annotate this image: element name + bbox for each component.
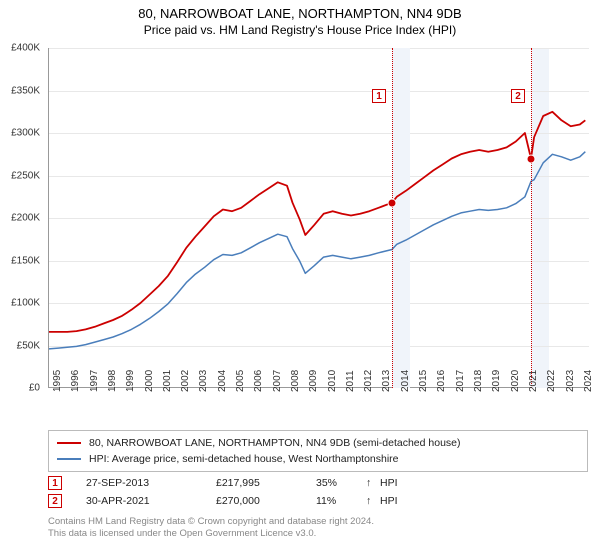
- sale-pct: 35%: [316, 477, 366, 489]
- legend-label: 80, NARROWBOAT LANE, NORTHAMPTON, NN4 9D…: [89, 437, 461, 449]
- x-tick-label: 2008: [290, 370, 301, 392]
- sale-row: 1 27-SEP-2013 £217,995 35% ↑ HPI: [48, 474, 588, 492]
- x-tick-label: 2013: [381, 370, 392, 392]
- sales-table: 1 27-SEP-2013 £217,995 35% ↑ HPI 2 30-AP…: [48, 474, 588, 510]
- sale-price: £217,995: [216, 477, 316, 489]
- line-svg: [49, 48, 589, 388]
- x-tick-label: 1996: [70, 370, 81, 392]
- y-tick-label: £0: [29, 383, 40, 394]
- x-tick-label: 2004: [217, 370, 228, 392]
- sale-date: 30-APR-2021: [86, 495, 216, 507]
- sale-dot: [526, 154, 535, 163]
- chart-subtitle: Price paid vs. HM Land Registry's House …: [0, 23, 600, 37]
- x-tick-label: 1998: [107, 370, 118, 392]
- sale-date: 27-SEP-2013: [86, 477, 216, 489]
- legend-item-property: 80, NARROWBOAT LANE, NORTHAMPTON, NN4 9D…: [57, 435, 579, 451]
- x-tick-label: 2009: [308, 370, 319, 392]
- x-tick-label: 2000: [144, 370, 155, 392]
- x-tick-label: 2011: [345, 370, 356, 392]
- chart-area: 12 £0£50K£100K£150K£200K£250K£300K£350K£…: [48, 48, 588, 388]
- sale-vline: [392, 48, 393, 388]
- y-tick-label: £200K: [11, 213, 40, 224]
- x-tick-label: 2002: [180, 370, 191, 392]
- series-hpi: [49, 152, 585, 349]
- up-arrow-icon: ↑: [366, 495, 380, 507]
- sale-hpi-label: HPI: [380, 477, 398, 489]
- sale-price: £270,000: [216, 495, 316, 507]
- sale-hpi-label: HPI: [380, 495, 398, 507]
- legend-swatch: [57, 442, 81, 444]
- x-tick-label: 2019: [491, 370, 502, 392]
- legend-item-hpi: HPI: Average price, semi-detached house,…: [57, 451, 579, 467]
- y-tick-label: £400K: [11, 43, 40, 54]
- x-tick-label: 2015: [418, 370, 429, 392]
- legend-swatch: [57, 458, 81, 460]
- y-tick-label: £50K: [17, 340, 40, 351]
- y-tick-label: £100K: [11, 298, 40, 309]
- x-tick-label: 2016: [436, 370, 447, 392]
- plot-region: 12: [48, 48, 588, 388]
- x-tick-label: 2006: [253, 370, 264, 392]
- x-tick-label: 1995: [52, 370, 63, 392]
- x-tick-label: 2018: [473, 370, 484, 392]
- up-arrow-icon: ↑: [366, 477, 380, 489]
- legend-label: HPI: Average price, semi-detached house,…: [89, 453, 399, 465]
- sale-marker: 2: [48, 494, 62, 508]
- sale-marker-badge: 2: [511, 89, 525, 103]
- footer-attribution: Contains HM Land Registry data © Crown c…: [48, 516, 588, 541]
- sale-vline: [531, 48, 532, 388]
- chart-container: 80, NARROWBOAT LANE, NORTHAMPTON, NN4 9D…: [0, 0, 600, 560]
- sale-dot: [388, 198, 397, 207]
- x-tick-label: 2014: [400, 370, 411, 392]
- sale-marker: 1: [48, 476, 62, 490]
- y-tick-label: £250K: [11, 170, 40, 181]
- sale-pct: 11%: [316, 495, 366, 507]
- x-tick-label: 2021: [528, 370, 539, 392]
- x-tick-label: 1997: [89, 370, 100, 392]
- sale-row: 2 30-APR-2021 £270,000 11% ↑ HPI: [48, 492, 588, 510]
- x-tick-label: 2022: [546, 370, 557, 392]
- x-tick-label: 1999: [125, 370, 136, 392]
- x-tick-label: 2012: [363, 370, 374, 392]
- series-property: [49, 112, 585, 332]
- x-tick-label: 2017: [455, 370, 466, 392]
- y-tick-label: £300K: [11, 128, 40, 139]
- x-tick-label: 2007: [272, 370, 283, 392]
- title-block: 80, NARROWBOAT LANE, NORTHAMPTON, NN4 9D…: [0, 0, 600, 39]
- x-tick-label: 2003: [198, 370, 209, 392]
- x-tick-label: 2005: [235, 370, 246, 392]
- footer-line: Contains HM Land Registry data © Crown c…: [48, 516, 588, 528]
- footer-line: This data is licensed under the Open Gov…: [48, 528, 588, 540]
- y-tick-label: £350K: [11, 85, 40, 96]
- x-tick-label: 2024: [583, 370, 594, 392]
- y-tick-label: £150K: [11, 255, 40, 266]
- x-tick-label: 2010: [327, 370, 338, 392]
- legend-box: 80, NARROWBOAT LANE, NORTHAMPTON, NN4 9D…: [48, 430, 588, 472]
- sale-marker-badge: 1: [372, 89, 386, 103]
- x-tick-label: 2023: [565, 370, 576, 392]
- x-tick-label: 2020: [510, 370, 521, 392]
- chart-title: 80, NARROWBOAT LANE, NORTHAMPTON, NN4 9D…: [0, 6, 600, 21]
- x-tick-label: 2001: [162, 370, 173, 392]
